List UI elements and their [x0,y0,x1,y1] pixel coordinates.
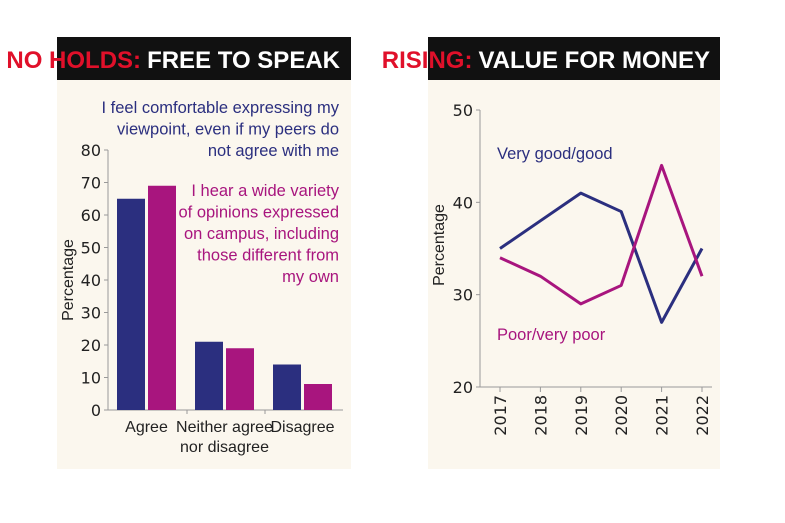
x-tick-label: 2022 [693,395,712,436]
line-panel: RISING: VALUE FOR MONEY Percentage Very g… [382,37,720,469]
x-tick-label: Agree [125,419,168,436]
header-title: VALUE FOR MONEY [478,47,710,74]
header-bar [428,37,720,80]
y-tick-label: 10 [81,369,101,388]
bar-variety-2 [304,384,332,410]
y-tick-label: 30 [453,286,473,305]
y-tick-label: 70 [81,174,101,193]
header-accent: NO HOLDS: [6,47,141,74]
bar-comfortable-1 [195,341,223,410]
y-tick-label: 20 [81,336,101,355]
legend-variety: on campus, including [184,225,339,243]
y-axis-label: Percentage [60,239,77,321]
y-tick-label: 60 [81,206,101,225]
y-tick-label: 50 [453,101,473,120]
legend-comfortable: not agree with me [208,142,339,160]
x-tick-label: 2019 [572,395,591,436]
line-poor-very-poor [499,163,704,306]
header-title: FREE TO SPEAK [147,47,341,74]
header-accent: RISING: [382,47,473,74]
legend-variety: I hear a wide variety [191,182,339,200]
x-tick-label: Neither agree [176,419,273,436]
panel-background [428,37,720,469]
chart-header: NO HOLDS: FREE TO SPEAK [6,47,340,74]
y-tick-label: 40 [81,271,101,290]
y-tick-label: 40 [453,193,473,212]
legend-variety: my own [282,268,339,286]
legend-variety: of opinions expressed [178,204,339,222]
x-tick-label: 2020 [612,395,631,436]
y-tick-label: 50 [81,239,101,258]
y-tick-label: 80 [81,141,101,160]
x-tick-label: 2017 [491,395,510,436]
bar-variety-1 [226,348,254,410]
y-tick-label: 20 [453,378,473,397]
y-tick-label: 30 [81,304,101,323]
legend-comfortable: viewpoint, even if my peers do [117,121,339,139]
bar-variety-0 [148,185,176,410]
chart-header: RISING: VALUE FOR MONEY [382,47,710,74]
bar-comfortable-0 [117,198,145,410]
series-label-poor: Poor/very poor [497,326,606,344]
line-very-good-good [499,191,704,324]
x-tick-label: nor disagree [180,439,269,456]
legend-comfortable: I feel comfortable expressing my [101,99,339,117]
bar-panel: NO HOLDS: FREE TO SPEAK I feel comfortabl… [6,37,351,469]
bar-comfortable-2 [273,364,301,410]
y-axis-label: Percentage [431,204,448,286]
x-tick-label: Disagree [270,419,334,436]
x-tick-label: 2021 [653,395,672,436]
series-label-very-good: Very good/good [497,145,613,163]
header-bar [57,37,351,80]
legend-variety: those different from [197,247,339,265]
x-tick-label: 2018 [531,395,550,436]
y-tick-label: 0 [91,401,101,420]
